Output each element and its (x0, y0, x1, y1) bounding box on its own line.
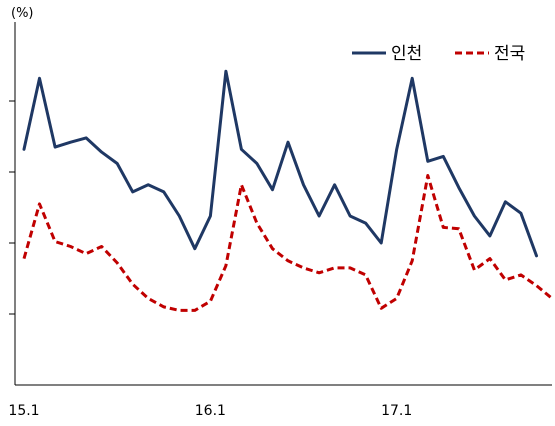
x-tick-label-0: 15.1 (8, 403, 39, 419)
legend-label-0: 인천 (391, 44, 422, 64)
y-axis-unit-label: (%) (11, 6, 34, 21)
legend-label-1: 전국 (494, 44, 525, 64)
axes: (%) 15.1 16.1 17.1 (8, 6, 552, 419)
series-line-1 (22, 174, 553, 312)
series-lines (22, 69, 553, 312)
series-line-0 (22, 69, 538, 258)
x-tick-label-1: 16.1 (195, 403, 226, 419)
x-tick-label-2: 17.1 (381, 403, 412, 419)
legend: 인천 전국 (352, 44, 525, 64)
